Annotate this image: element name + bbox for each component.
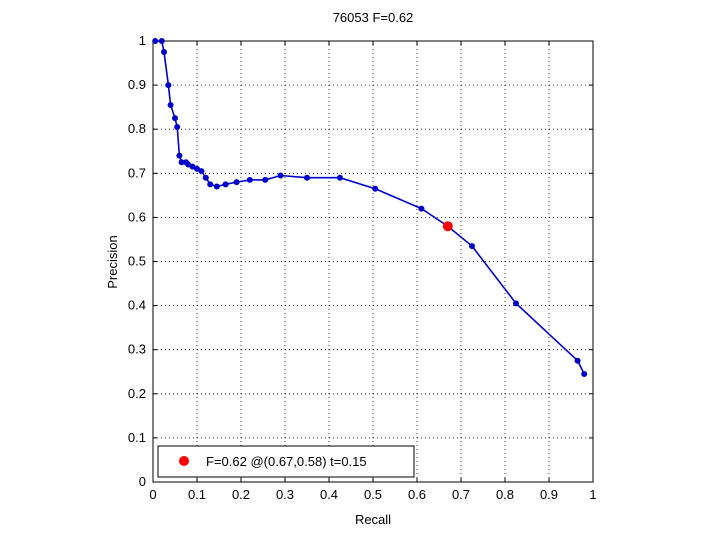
y-tick-label: 1 [139, 33, 146, 48]
data-point [277, 172, 284, 179]
x-tick-label: 0.4 [320, 487, 338, 502]
y-tick-label: 0.4 [128, 298, 146, 313]
data-point [167, 101, 174, 108]
data-point [158, 38, 165, 44]
data-point [574, 357, 581, 364]
data-point [172, 115, 178, 122]
data-point [213, 183, 220, 190]
x-tick-label: 0.1 [188, 487, 206, 502]
y-tick-label: 0.6 [128, 209, 146, 224]
data-point [372, 185, 379, 192]
x-tick-label: 1 [589, 487, 596, 502]
data-point [233, 179, 240, 186]
y-tick-label: 0 [139, 474, 146, 489]
y-tick-label: 0.1 [128, 430, 146, 445]
x-tick-label: 0.7 [452, 487, 470, 502]
data-point [469, 243, 475, 250]
x-tick-label: 0.8 [496, 487, 514, 502]
data-point [581, 370, 588, 377]
y-tick-label: 0.9 [128, 77, 146, 92]
data-point [152, 38, 159, 44]
data-point [337, 174, 343, 181]
series-layer [152, 38, 588, 377]
data-point [222, 181, 229, 188]
data-point [262, 176, 269, 183]
best-f-point [442, 221, 453, 232]
data-point [304, 174, 310, 181]
legend-label: F=0.62 @(0.67,0.58) t=0.15 [206, 454, 367, 469]
x-tick-label: 0.2 [232, 487, 250, 502]
data-point [174, 123, 181, 130]
data-point [198, 168, 205, 175]
legend-box [157, 445, 415, 478]
y-tick-label: 0.8 [128, 121, 146, 136]
data-point [176, 152, 183, 159]
y-axis-label: Precision [105, 235, 120, 288]
chart-title: 76053 F=0.62 [333, 10, 414, 25]
data-point [246, 176, 253, 183]
legend: F=0.62 @(0.67,0.58) t=0.15 [157, 445, 415, 478]
axis-ticks: 0 0.1 0.2 0.3 0.4 0.5 0.6 0.7 0.8 0.9 1 0 0.1 0.2 0.3 0… [128, 33, 597, 502]
y-tick-label: 0.2 [128, 386, 146, 401]
x-tick-label: 0.6 [408, 487, 426, 502]
y-tick-label: 0.3 [128, 342, 146, 357]
data-point [178, 159, 185, 166]
y-tick-label: 0.5 [128, 254, 146, 269]
x-tick-label: 0.3 [276, 487, 294, 502]
grid-lines [153, 41, 593, 482]
data-point [418, 205, 425, 212]
data-point [165, 82, 172, 89]
x-axis-label: Recall [355, 512, 391, 527]
series-line [155, 40, 585, 375]
x-tick-label: 0 [149, 487, 156, 502]
data-point [161, 49, 167, 56]
data-point [207, 181, 214, 188]
data-point [513, 300, 519, 307]
x-tick-label: 0.5 [364, 487, 382, 502]
legend-marker [179, 456, 189, 466]
data-point [202, 174, 209, 181]
x-tick-label: 0.9 [540, 487, 558, 502]
y-tick-label: 0.7 [128, 165, 146, 180]
